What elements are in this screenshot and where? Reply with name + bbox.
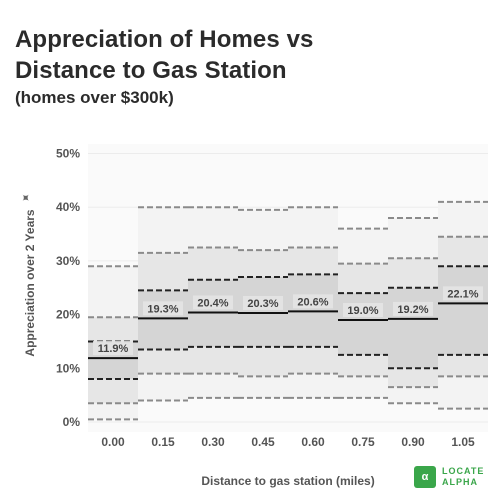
median-label-bg (143, 301, 183, 316)
x-tick-label: 1.05 (451, 435, 475, 449)
median-label-bg (243, 295, 283, 310)
median-label-bg (343, 302, 383, 317)
median-label: 19.2% (397, 304, 428, 316)
median-label: 11.9% (98, 343, 129, 355)
median-label-bg (443, 286, 483, 301)
chart-title: Appreciation of Homes vs Distance to Gas… (15, 24, 313, 86)
x-tick-label: 0.75 (351, 435, 375, 449)
box-group-1-05: 22.1% (438, 200, 488, 410)
median-label: 22.1% (447, 288, 478, 300)
median-label: 20.4% (197, 297, 228, 309)
median-label: 19.3% (147, 303, 178, 315)
y-tick-label: 10% (56, 361, 80, 375)
median-label: 20.3% (247, 298, 278, 310)
x-tick-label: 0.00 (101, 435, 125, 449)
logo-text: LOCATE ALPHA (442, 466, 485, 487)
title-line-1: Appreciation of Homes vs (15, 26, 314, 53)
box-group-0-00: 11.9% (88, 265, 138, 421)
inner-band (438, 266, 488, 355)
x-tick-label: 0.90 (401, 435, 425, 449)
locate-alpha-logo: α LOCATE ALPHA (414, 466, 484, 492)
y-tick-label: 20% (56, 308, 80, 322)
x-tick-label: 0.15 (151, 435, 175, 449)
y-tick-label: 50% (56, 147, 80, 161)
box-group-0-90: 19.2% (388, 216, 438, 405)
box-group-0-45: 20.3% (238, 208, 288, 399)
median-label: 20.6% (297, 296, 328, 308)
median-label-bg (93, 341, 133, 356)
y-axis-label: Appreciation over 2 Years (23, 209, 37, 357)
box-group-0-30: 20.4% (188, 206, 238, 399)
inner-band (238, 277, 288, 347)
inner-band (338, 293, 388, 355)
box-group-0-75: 19.0% (338, 227, 388, 399)
median-label-bg (193, 295, 233, 310)
y-tick-label: 0% (63, 415, 81, 429)
y-tick-label: 40% (56, 200, 80, 214)
median-label-bg (393, 301, 433, 316)
title-line-2: Distance to Gas Station (15, 57, 287, 84)
logo-mark-icon: α (414, 466, 436, 488)
chart-subtitle: (homes over $300k) (15, 88, 174, 107)
median-label: 19.0% (347, 305, 378, 317)
inner-band (138, 290, 188, 350)
y-tick-label: 30% (56, 254, 80, 268)
median-label-bg (293, 294, 333, 309)
box-group-0-60: 20.6% (288, 206, 338, 399)
inner-band (388, 287, 438, 369)
x-tick-label: 0.30 (201, 435, 225, 449)
box-group-0-15: 19.3% (138, 206, 188, 402)
x-tick-label: 0.45 (251, 435, 275, 449)
x-axis-label: Distance to gas station (miles) (201, 474, 375, 488)
x-tick-label: 0.60 (301, 435, 325, 449)
